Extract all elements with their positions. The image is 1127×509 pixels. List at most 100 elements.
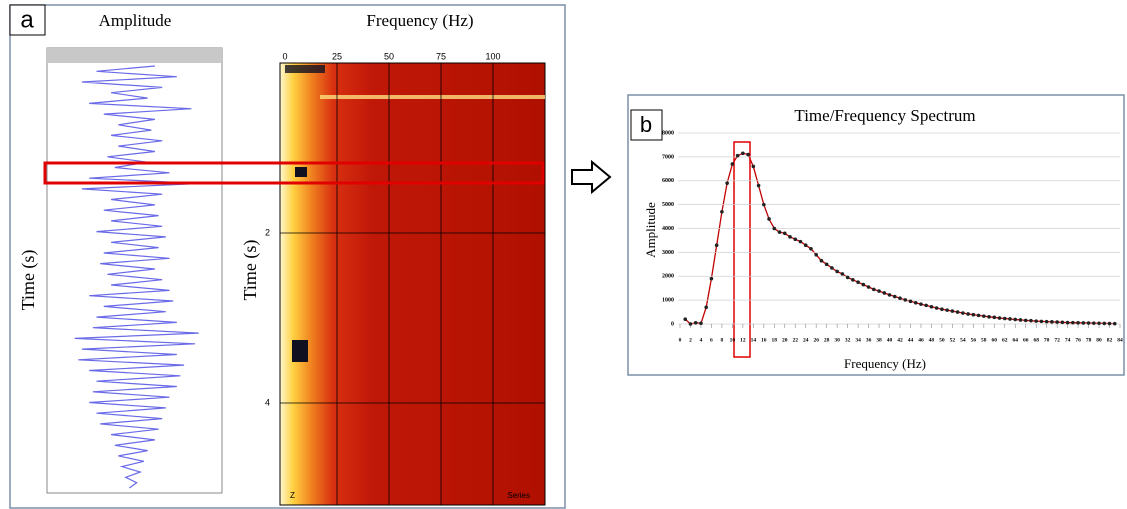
marker <box>1065 320 1070 325</box>
x-tick-label: 30 <box>834 337 840 343</box>
marker <box>1034 319 1038 323</box>
marker <box>966 312 970 316</box>
marker <box>798 239 803 244</box>
marker <box>903 298 908 302</box>
x-tick-label: 48 <box>929 337 935 343</box>
marker <box>746 152 750 157</box>
marker <box>961 311 965 315</box>
x-tick-label: 12 <box>740 337 746 343</box>
y-tick-label: 8000 <box>662 130 674 136</box>
panel-b-frame <box>627 94 1125 376</box>
y-tick-label: 2 <box>265 227 270 237</box>
marker <box>756 183 761 188</box>
spectrogram <box>279 62 546 506</box>
y-tick-label: 1000 <box>662 298 674 304</box>
trace-header <box>47 48 222 63</box>
x-tick-label: 64 <box>1012 337 1018 343</box>
marker <box>856 280 860 285</box>
marker <box>866 285 871 289</box>
x-tick-label: 82 <box>1107 337 1113 343</box>
y-tick-label: 6000 <box>662 178 674 184</box>
x-tick-label: 50 <box>384 51 394 61</box>
marker <box>919 302 923 306</box>
marker <box>709 276 714 281</box>
marker <box>982 314 986 318</box>
marker <box>1039 319 1044 324</box>
x-tick-label: 76 <box>1075 337 1081 343</box>
trace <box>74 65 199 489</box>
x-tick-label: 24 <box>803 337 809 343</box>
x-tick-label: 54 <box>960 337 966 343</box>
marker <box>1060 320 1065 325</box>
spectrogram-patch <box>292 340 308 362</box>
marker <box>730 162 735 166</box>
x-tick-label: 84 <box>1117 337 1123 343</box>
x-tick-label: 10 <box>730 337 736 343</box>
arrow <box>571 159 612 195</box>
x-tick-label: 56 <box>971 337 977 343</box>
y-tick-label: 7000 <box>662 154 674 160</box>
marker <box>1092 321 1096 325</box>
x-tick-label: 0 <box>282 51 287 61</box>
marker <box>945 308 949 312</box>
marker <box>1086 321 1091 325</box>
x-tick-label: 62 <box>1002 337 1008 343</box>
marker <box>1112 321 1117 326</box>
marker <box>1107 321 1112 326</box>
marker <box>929 305 934 309</box>
y-tick-label: 2000 <box>662 274 674 280</box>
x-tick-label: 78 <box>1086 337 1092 343</box>
marker <box>940 307 944 311</box>
marker <box>1018 318 1023 322</box>
chart-title: Frequency (Hz) <box>366 11 473 30</box>
marker <box>934 306 939 310</box>
marker <box>887 293 892 297</box>
marker <box>861 282 866 287</box>
marker <box>950 309 955 313</box>
marker <box>693 321 698 325</box>
marker <box>803 243 808 248</box>
marker <box>1008 317 1012 321</box>
marker <box>971 312 976 317</box>
marker <box>725 181 729 185</box>
x-tick-label: 80 <box>1096 337 1102 343</box>
panel-label: a <box>20 6 34 33</box>
marker <box>1013 317 1018 322</box>
spectrogram-streak <box>320 95 545 99</box>
marker <box>1044 319 1049 324</box>
marker <box>987 315 991 319</box>
highlight-box <box>43 161 545 185</box>
x-tick-label: 50 <box>939 337 945 343</box>
x-tick-label: 36 <box>866 337 872 343</box>
marker <box>913 300 918 305</box>
y-tick-label: 5000 <box>662 202 674 208</box>
marker <box>824 262 829 267</box>
x-tick-label: 60 <box>992 337 998 343</box>
x-tick-label: 72 <box>1054 337 1060 343</box>
y-axis-label: Time (s) <box>240 240 261 301</box>
marker <box>683 317 688 322</box>
x-tick-label: 75 <box>436 51 446 61</box>
marker <box>1055 320 1059 324</box>
y-tick-label: 4 <box>265 397 270 407</box>
y-tick-label: 0 <box>671 321 674 327</box>
x-tick-label: 70 <box>1044 337 1050 343</box>
marker <box>772 226 777 231</box>
marker <box>720 209 724 214</box>
marker <box>809 246 813 251</box>
marker <box>851 278 855 282</box>
y-tick-label: 3000 <box>662 250 674 256</box>
chart-title: Amplitude <box>99 11 172 30</box>
marker <box>877 289 881 293</box>
x-tick-label: 4 <box>700 337 703 343</box>
x-tick-label: 0 <box>679 337 682 343</box>
x-tick-label: 52 <box>950 337 956 343</box>
marker <box>714 243 719 248</box>
marker <box>688 322 693 326</box>
x-tick-label: 18 <box>772 337 778 343</box>
x-tick-label: 8 <box>721 337 724 343</box>
marker <box>908 299 913 304</box>
marker <box>819 258 824 263</box>
marker <box>997 316 1002 320</box>
x-tick-label: 25 <box>332 51 342 61</box>
